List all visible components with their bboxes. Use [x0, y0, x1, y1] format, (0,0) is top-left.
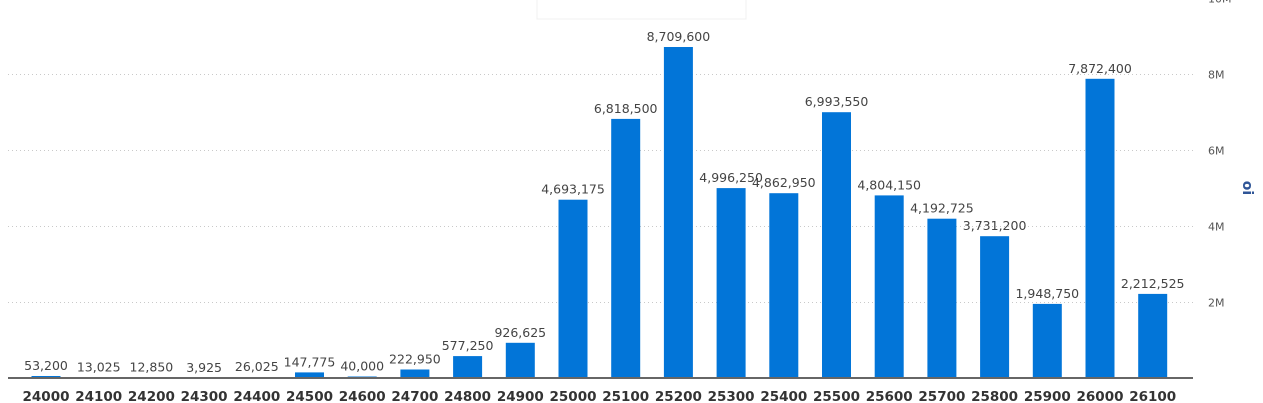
data-label-24900: 926,625	[494, 325, 546, 340]
data-label-24200: 12,850	[130, 360, 174, 375]
data-label-24600: 40,000	[340, 359, 384, 374]
bar-25900	[1032, 303, 1062, 378]
y-axis-ticks: 2M 4M 6M 8M 10M	[1208, 0, 1232, 310]
bar-24800	[453, 356, 483, 378]
data-label-24800: 577,250	[442, 338, 494, 353]
data-label-25200: 8,709,600	[647, 29, 711, 44]
bar-26000	[1085, 78, 1115, 379]
bars	[31, 47, 1168, 379]
data-label-24400: 26,025	[235, 359, 279, 374]
x-tick-label-24800: 24800	[444, 389, 491, 403]
data-label-25000: 4,693,175	[541, 182, 605, 197]
bar-25600	[874, 195, 904, 378]
x-tick-label-24700: 24700	[391, 389, 438, 403]
x-tick-label-24200: 24200	[128, 389, 175, 403]
data-label-25400: 4,862,950	[752, 175, 816, 190]
data-label-26000: 7,872,400	[1068, 61, 1132, 76]
x-tick-label-24300: 24300	[181, 389, 228, 403]
gridlines	[8, 74, 1193, 303]
bar-24900	[505, 342, 535, 378]
x-tick-label-25800: 25800	[971, 389, 1018, 403]
data-label-25700: 4,192,725	[910, 201, 974, 216]
x-tick-label-24500: 24500	[286, 389, 333, 403]
data-label-25900: 1,948,750	[1015, 286, 1079, 301]
y-tick-label: 10M	[1208, 0, 1232, 6]
x-tick-label-25100: 25100	[602, 389, 649, 403]
x-tick-label-25700: 25700	[918, 389, 965, 403]
bar-25500	[822, 112, 851, 378]
bar-25100	[611, 118, 641, 379]
data-label-24500: 147,775	[284, 354, 336, 369]
x-tick-label-24100: 24100	[75, 389, 122, 403]
data-label-24000: 53,200	[24, 358, 68, 373]
x-tick-label-25600: 25600	[866, 389, 913, 403]
data-label-25500: 6,993,550	[805, 94, 869, 109]
bar-25700	[927, 218, 957, 378]
y-tick-label: 2M	[1208, 297, 1225, 310]
data-labels: 53,200 13,025 12,850 3,925 26,025 147,775 40,0…	[24, 29, 1184, 375]
bar-25200	[663, 47, 693, 378]
x-axis-ticks: 24000 24100 24200 24300 24400 24500 24600 24700…	[23, 389, 1177, 403]
bar-24700	[400, 369, 430, 378]
bar-25800	[980, 236, 1010, 378]
x-tick-label-25300: 25300	[708, 389, 755, 403]
y-tick-label: 6M	[1208, 145, 1225, 158]
bar-25300	[716, 188, 746, 378]
x-tick-label-26100: 26100	[1129, 389, 1176, 403]
bar-24500	[295, 372, 324, 378]
x-tick-label-25000: 25000	[550, 389, 597, 403]
legend-area	[536, 0, 747, 20]
x-tick-label-24000: 24000	[23, 389, 70, 403]
x-tick-label-26000: 26000	[1077, 389, 1124, 403]
data-label-25800: 3,731,200	[963, 218, 1027, 233]
y-tick-label: 4M	[1208, 221, 1225, 234]
data-label-24300: 3,925	[186, 360, 222, 375]
x-tick-label-25400: 25400	[760, 389, 807, 403]
x-tick-label-24400: 24400	[233, 389, 280, 403]
x-tick-label-25900: 25900	[1024, 389, 1071, 403]
y-axis-title: oi	[1239, 181, 1255, 195]
x-tick-label-25200: 25200	[655, 389, 702, 403]
y-tick-label: 8M	[1208, 69, 1225, 82]
x-tick-label-24600: 24600	[339, 389, 386, 403]
x-tick-label-24900: 24900	[497, 389, 544, 403]
data-label-25600: 4,804,150	[857, 177, 921, 192]
bar-26100	[1138, 293, 1168, 378]
data-label-25100: 6,818,500	[594, 101, 658, 116]
data-label-25300: 4,996,250	[699, 170, 763, 185]
data-label-24700: 222,950	[389, 352, 441, 367]
data-label-26100: 2,212,525	[1121, 276, 1185, 291]
x-tick-label-25500: 25500	[813, 389, 860, 403]
bar-25400	[769, 193, 799, 378]
bar-25000	[558, 199, 588, 378]
data-label-24100: 13,025	[77, 360, 121, 375]
